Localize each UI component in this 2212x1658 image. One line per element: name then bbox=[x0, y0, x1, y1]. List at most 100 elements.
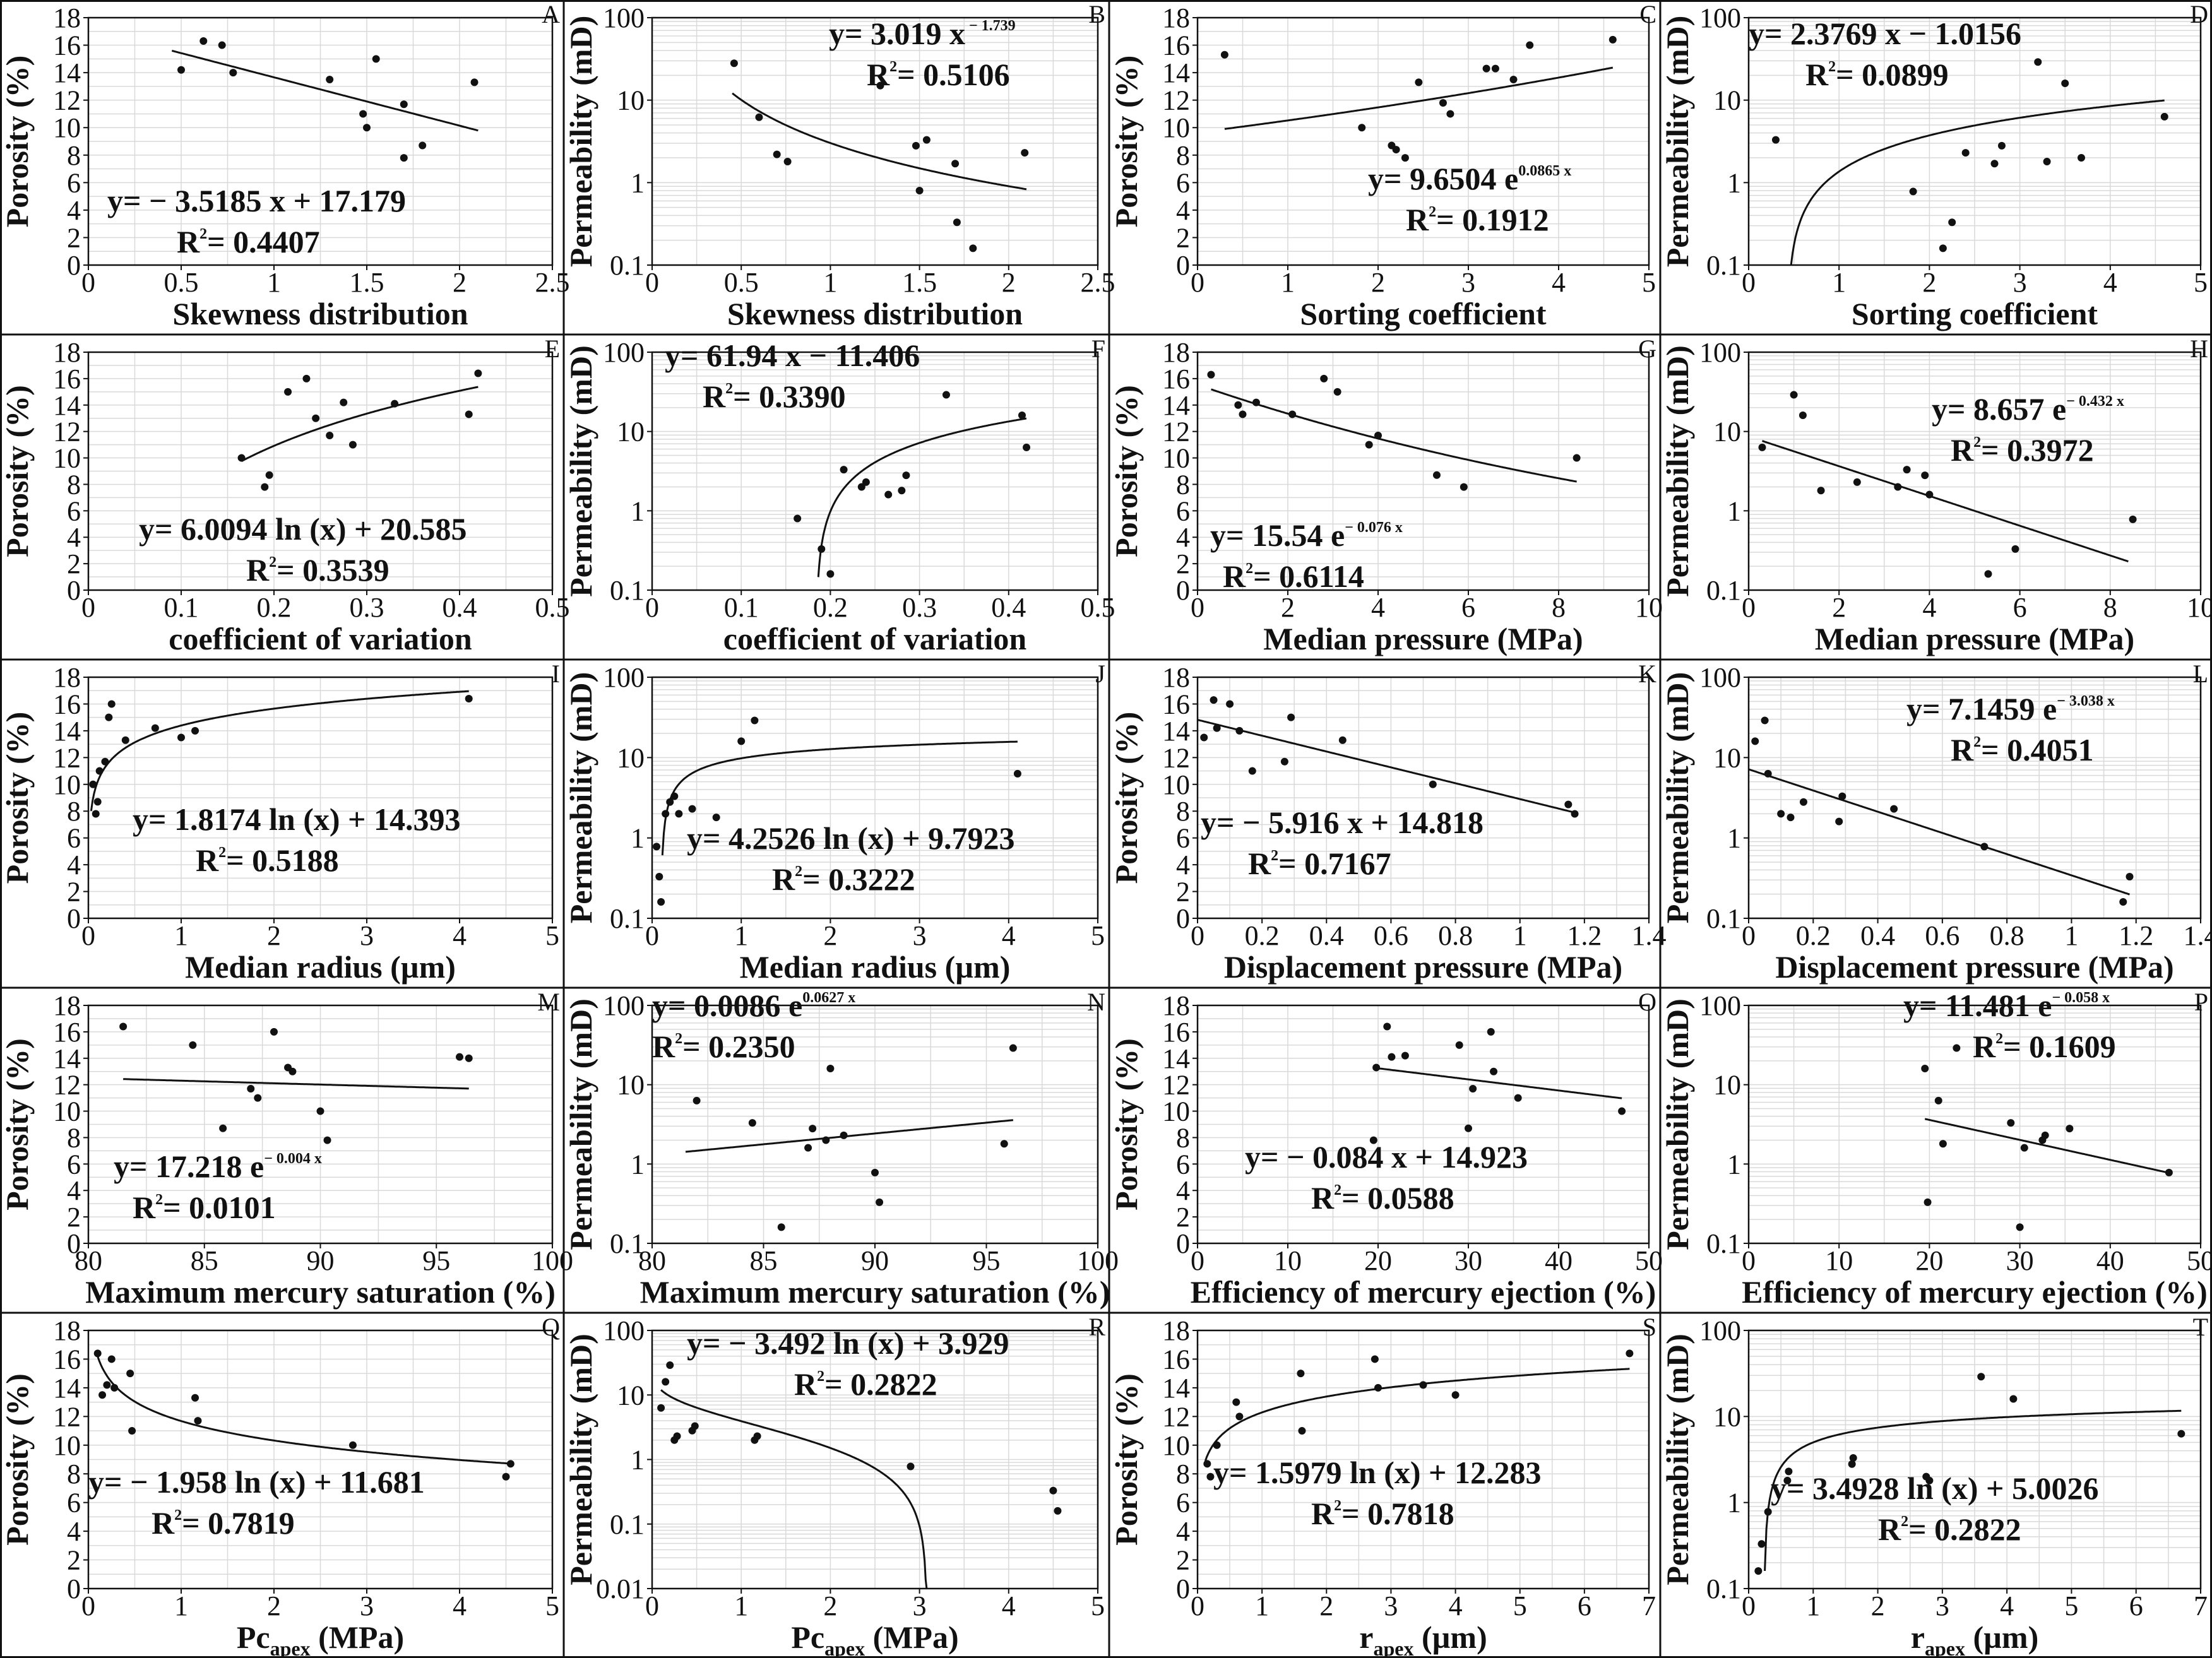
x-tick-label: 0.2 bbox=[257, 592, 292, 623]
data-point bbox=[666, 1361, 674, 1369]
y-tick-label: 0.1 bbox=[1706, 903, 1741, 934]
gridlines bbox=[1748, 18, 2201, 266]
data-point bbox=[456, 1053, 463, 1061]
data-point bbox=[2129, 515, 2137, 523]
data-point bbox=[1491, 64, 1499, 73]
y-tick-label: 0 bbox=[1176, 903, 1190, 934]
data-point bbox=[818, 545, 826, 553]
y-tick-label: 6 bbox=[67, 1488, 81, 1519]
data-point bbox=[1921, 471, 1929, 480]
regression-equation: y= 0.0086 e0.0627 x bbox=[652, 988, 855, 1023]
regression-equation: y= 17.218 e− 0.004 x bbox=[114, 1149, 322, 1184]
x-tick-label: 4 bbox=[453, 920, 467, 951]
data-point bbox=[151, 724, 159, 732]
data-point bbox=[110, 1383, 119, 1392]
data-point bbox=[1446, 110, 1454, 118]
plot-area bbox=[651, 351, 1099, 591]
plot-area bbox=[1196, 1329, 1650, 1590]
x-tick-label: 0.6 bbox=[1374, 920, 1408, 951]
y-axis-label: Permeability (mD) bbox=[1660, 998, 1695, 1250]
data-point bbox=[922, 136, 931, 144]
regression-equation: y= 1.8174 ln (x) + 14.393 bbox=[133, 802, 460, 837]
y-tick-label: 10 bbox=[53, 769, 81, 800]
x-tick-label: 0 bbox=[1742, 1590, 1756, 1621]
y-tick-label: 14 bbox=[1162, 1043, 1190, 1074]
data-point bbox=[1835, 817, 1843, 826]
panel-letter: O bbox=[1638, 988, 1656, 1016]
r-squared: R2= 0.7818 bbox=[1311, 1496, 1454, 1531]
r-squared: R2= 0.2350 bbox=[652, 1029, 795, 1064]
x-tick-label: 40 bbox=[1545, 1245, 1573, 1276]
x-tick-label: 0.2 bbox=[1796, 920, 1831, 951]
y-tick-label: 1 bbox=[1727, 1149, 1741, 1180]
x-axis-label: coefficient of variation bbox=[723, 621, 1027, 656]
regression-equation: y= 11.481 e− 0.058 x bbox=[1903, 988, 2110, 1023]
data-point bbox=[1934, 1096, 1942, 1104]
data-point bbox=[1358, 124, 1366, 132]
data-point bbox=[1432, 471, 1441, 479]
data-point bbox=[1288, 410, 1297, 418]
x-tick-label: 5 bbox=[1091, 1590, 1105, 1621]
regression-equation: y= − 5.916 x + 14.818 bbox=[1201, 805, 1484, 840]
x-tick-label: 4 bbox=[1371, 592, 1385, 623]
data-point bbox=[1460, 483, 1468, 491]
data-point bbox=[93, 798, 102, 806]
data-point bbox=[1482, 64, 1490, 73]
panel-letter: C bbox=[1639, 0, 1656, 28]
panel-border bbox=[1659, 1312, 2212, 1658]
data-point bbox=[2016, 1223, 2024, 1231]
y-tick-label: 8 bbox=[67, 796, 81, 827]
data-point bbox=[1320, 374, 1328, 382]
regression-equation: y= − 1.958 ln (x) + 11.681 bbox=[88, 1464, 425, 1500]
y-axis-label: Porosity (%) bbox=[1109, 385, 1144, 557]
data-point bbox=[1234, 401, 1242, 409]
data-point bbox=[783, 157, 792, 165]
y-tick-label: 2 bbox=[67, 548, 81, 579]
r-squared: R2= 0.7819 bbox=[152, 1505, 295, 1541]
data-point bbox=[753, 1432, 761, 1440]
y-tick-label: 8 bbox=[1176, 140, 1190, 171]
data-point bbox=[915, 186, 924, 194]
data-point bbox=[862, 478, 870, 486]
data-point bbox=[312, 414, 320, 422]
x-tick-label: 3 bbox=[1936, 1590, 1949, 1621]
plot-area bbox=[1747, 1004, 2202, 1245]
x-axis-label: Skewness distribution bbox=[727, 296, 1023, 331]
x-tick-label: 90 bbox=[307, 1245, 335, 1276]
x-tick-label: 0.8 bbox=[1438, 920, 1473, 951]
data-point bbox=[2160, 112, 2168, 121]
plot-area bbox=[1196, 1004, 1650, 1245]
x-axis-label: Median radius (µm) bbox=[185, 949, 456, 985]
y-tick-label: 0 bbox=[1176, 1228, 1190, 1259]
regression-equation: y= 8.657 e− 0.432 x bbox=[1932, 391, 2124, 427]
plot-area bbox=[1196, 16, 1650, 266]
data-point bbox=[1953, 1044, 1961, 1052]
panel-letter: G bbox=[1638, 335, 1656, 363]
trend-line bbox=[123, 1078, 469, 1090]
regression-equation: y= 3.4928 ln (x) + 5.0026 bbox=[1771, 1471, 2098, 1506]
y-tick-label: 18 bbox=[1162, 1315, 1190, 1346]
y-tick-label: 6 bbox=[1176, 495, 1190, 526]
data-point bbox=[1054, 1507, 1062, 1515]
y-tick-label: 2 bbox=[1176, 877, 1190, 908]
y-tick-label: 14 bbox=[53, 716, 81, 747]
x-tick-label: 0 bbox=[81, 592, 95, 623]
r-squared: R2= 0.5188 bbox=[196, 843, 339, 878]
y-axis-label: Porosity (%) bbox=[0, 712, 35, 884]
data-point bbox=[2020, 1144, 2028, 1152]
y-tick-label: 6 bbox=[1176, 167, 1190, 198]
r-squared: R2= 0.6114 bbox=[1223, 559, 1364, 594]
y-tick-label: 1 bbox=[1727, 495, 1741, 526]
x-tick-label: 20 bbox=[1915, 1245, 1943, 1276]
data-point bbox=[1200, 733, 1208, 742]
x-axis-label: rapex (µm) bbox=[1359, 1620, 1487, 1658]
data-point bbox=[902, 471, 910, 480]
x-tick-label: 3 bbox=[2013, 267, 2027, 298]
data-point bbox=[1239, 410, 1247, 418]
data-point bbox=[2043, 157, 2051, 165]
data-point bbox=[1921, 1065, 1929, 1073]
x-tick-label: 0 bbox=[1742, 592, 1756, 623]
data-point bbox=[912, 141, 920, 150]
